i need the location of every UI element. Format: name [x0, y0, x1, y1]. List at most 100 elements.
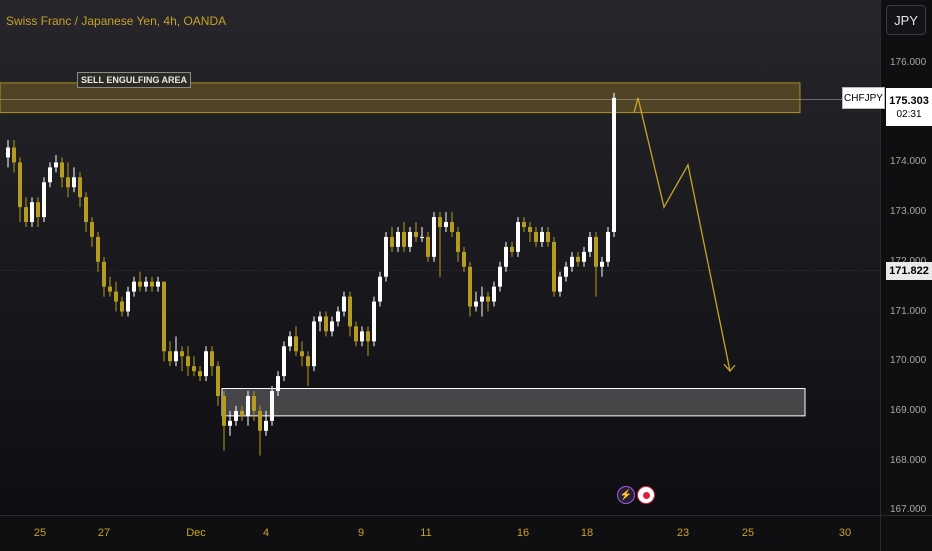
candle-body: [462, 251, 466, 267]
time-tick-label: 11: [420, 527, 432, 539]
candle-body: [84, 197, 88, 223]
candle-body: [36, 202, 40, 218]
symbol-title: Swiss Franc / Japanese Yen, 4h, OANDA: [6, 14, 227, 28]
candle-body: [390, 236, 394, 247]
candle-body: [252, 395, 256, 411]
candle-body: [162, 281, 166, 352]
projection-path: [633, 97, 731, 372]
candle-body: [612, 97, 616, 232]
price-tick-label: 168.000: [890, 454, 927, 466]
time-tick-label: 25: [33, 527, 47, 539]
time-tick-label: 25: [741, 527, 755, 539]
currency-button[interactable]: JPY: [886, 5, 926, 35]
candle-body: [270, 391, 274, 421]
candle-body: [480, 296, 484, 302]
candle-body: [306, 356, 310, 367]
candle-body: [18, 162, 22, 208]
candle-body: [324, 316, 328, 332]
candle-body: [444, 222, 448, 228]
candle-body: [372, 301, 376, 342]
candle-body: [102, 261, 106, 287]
price-tick-label: 176.000: [890, 57, 927, 68]
candle-body: [6, 147, 10, 158]
candle-body: [552, 241, 556, 292]
candle-body: [540, 231, 544, 242]
time-axis[interactable]: [0, 515, 880, 551]
candle-body: [576, 256, 580, 262]
candle-body: [378, 276, 382, 302]
candle-body: [264, 420, 268, 431]
candle-body: [126, 291, 130, 312]
candle-body: [240, 410, 244, 416]
candle-body: [24, 207, 28, 223]
candle-body: [486, 296, 490, 302]
candle-body: [78, 177, 82, 198]
candle-body: [246, 395, 250, 416]
candle-body: [504, 246, 508, 267]
time-tick-label: 30: [838, 527, 852, 539]
candle-body: [348, 296, 352, 327]
candle-body: [150, 281, 154, 287]
candle-body: [90, 222, 94, 237]
candle-body: [312, 321, 316, 367]
candle-body: [168, 351, 172, 362]
candle-body: [138, 281, 142, 287]
candle-body: [96, 236, 100, 262]
candle-body: [342, 296, 346, 312]
candle-body: [492, 286, 496, 302]
candlestick-chart[interactable]: [0, 0, 880, 515]
candle-body: [186, 356, 190, 367]
price-tick-label: 171.000: [890, 305, 927, 317]
candle-body: [180, 351, 184, 357]
candle-body: [450, 222, 454, 232]
candle-body: [258, 410, 262, 431]
candle-body: [408, 231, 412, 247]
time-tick-label: 4: [262, 527, 270, 539]
price-axis[interactable]: [880, 0, 932, 515]
candle-body: [222, 395, 226, 426]
lightning-icon[interactable]: ⚡: [617, 486, 635, 504]
time-tick-label: 16: [516, 527, 530, 539]
candle-body: [522, 222, 526, 228]
candle-body: [156, 281, 160, 287]
candle-body: [198, 371, 202, 377]
record-icon[interactable]: [637, 486, 655, 504]
sell-zone-label: SELL ENGULFING AREA: [77, 72, 192, 88]
candle-body: [192, 366, 196, 372]
candle-body: [594, 236, 598, 267]
candle-body: [588, 236, 592, 252]
candle-body: [360, 331, 364, 342]
price-tick-label: 169.000: [890, 404, 927, 416]
candle-body: [546, 231, 550, 242]
candle-body: [468, 266, 472, 307]
candle-body: [216, 366, 220, 396]
time-tick-label: 23: [676, 527, 690, 539]
candle-body: [570, 256, 574, 267]
candle-body: [288, 336, 292, 347]
candle-body: [606, 231, 610, 262]
bar-countdown: 02:31: [896, 108, 922, 120]
candle-body: [354, 326, 358, 342]
candle-body: [294, 336, 298, 352]
candle-body: [432, 217, 436, 257]
candle-body: [582, 251, 586, 262]
candle-body: [474, 301, 478, 307]
demand-zone: [221, 388, 806, 417]
candle-body: [228, 420, 232, 426]
candle-body: [114, 291, 118, 302]
last-price-marker: 175.303 02:31: [886, 88, 932, 126]
candle-body: [384, 236, 388, 277]
candle-body: [276, 376, 280, 392]
candle-body: [510, 246, 514, 252]
candle-body: [564, 266, 568, 277]
time-tick-label: 9: [357, 527, 365, 539]
projection-arrowhead: [723, 363, 736, 373]
candle-body: [132, 281, 136, 292]
candle-body: [534, 231, 538, 242]
symbol-tag: CHFJPY: [842, 87, 885, 109]
candle-body: [210, 351, 214, 367]
candle-body: [330, 321, 334, 332]
price-tick-label: 167.000: [890, 504, 927, 516]
candle-body: [420, 236, 424, 238]
candle-body: [456, 231, 460, 252]
